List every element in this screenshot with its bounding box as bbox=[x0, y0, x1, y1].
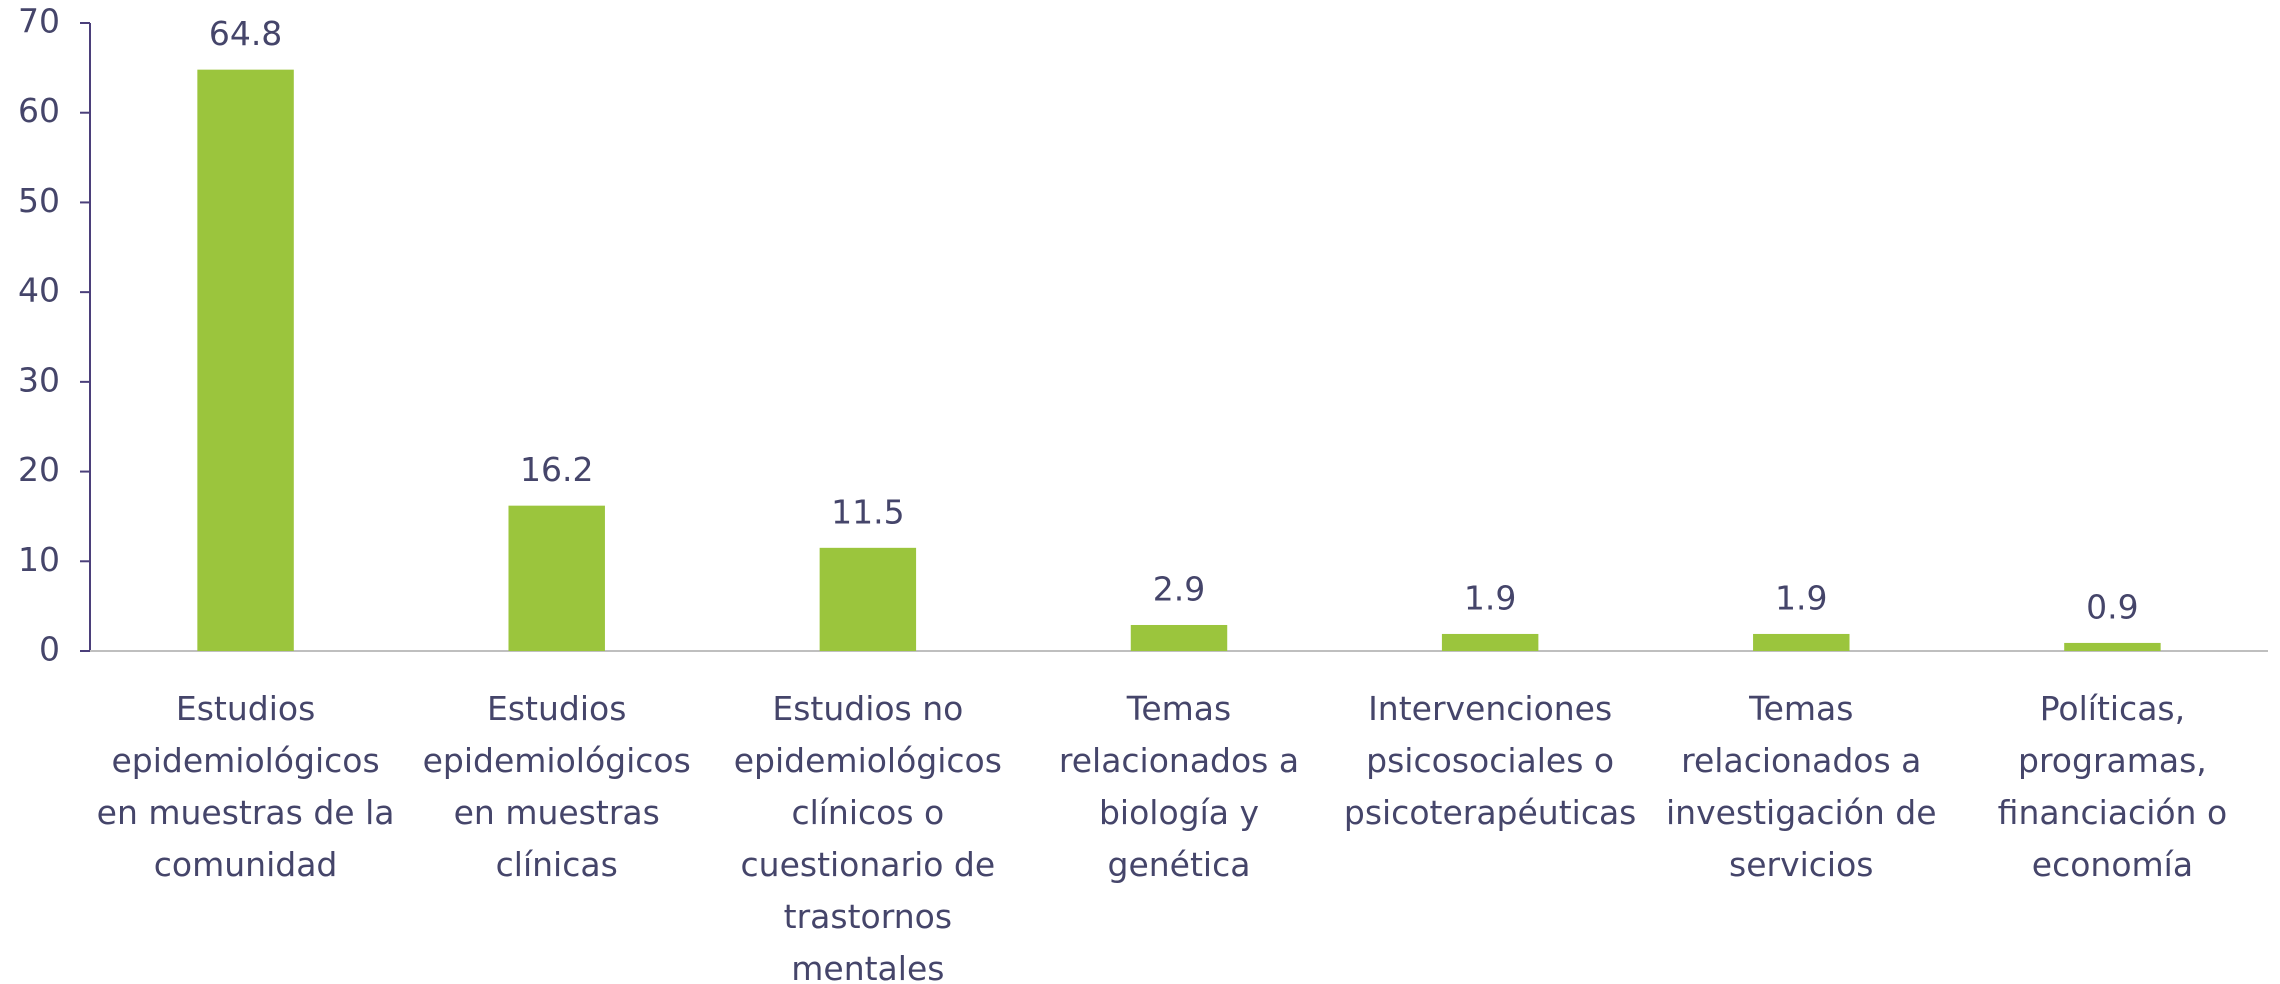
x-tick-label: Estudios no epidemiológicos clínicos o c… bbox=[733, 689, 1002, 984]
x-tick-label: Intervenciones psicosociales o psicotera… bbox=[1343, 689, 1637, 832]
x-tick-label: Temas relacionados a investigación de se… bbox=[1666, 689, 1937, 884]
value-label: 0.9 bbox=[2086, 587, 2138, 626]
bar bbox=[819, 547, 917, 651]
bar bbox=[1441, 633, 1539, 651]
x-tick-label: Temas relacionados a biología y genética bbox=[1058, 689, 1300, 884]
y-tick-label: 40 bbox=[18, 271, 60, 310]
y-tick-label: 70 bbox=[18, 2, 60, 41]
value-label: 11.5 bbox=[831, 492, 904, 531]
value-label: 64.8 bbox=[209, 14, 282, 53]
y-tick-label: 30 bbox=[18, 360, 60, 399]
x-tick-label: Estudios epidemiológicos en muestras de … bbox=[96, 689, 395, 884]
y-tick-label: 50 bbox=[18, 181, 60, 220]
bar bbox=[197, 69, 294, 651]
bar bbox=[1130, 624, 1228, 651]
y-tick-label: 60 bbox=[18, 91, 60, 130]
value-label: 1.9 bbox=[1464, 578, 1516, 617]
x-tick-label: Estudios epidemiológicos en muestras clí… bbox=[422, 689, 691, 884]
y-tick-label: 20 bbox=[18, 450, 60, 489]
value-label: 16.2 bbox=[520, 450, 593, 489]
bar bbox=[1753, 633, 1850, 651]
value-label: 2.9 bbox=[1153, 569, 1205, 608]
bar bbox=[508, 505, 605, 651]
y-tick-label: 0 bbox=[39, 630, 60, 669]
y-tick-label: 10 bbox=[18, 540, 60, 579]
x-tick-label: Políticas, programas, financiación o eco… bbox=[1997, 689, 2228, 884]
bar bbox=[2064, 642, 2161, 651]
value-label: 1.9 bbox=[1775, 578, 1827, 617]
